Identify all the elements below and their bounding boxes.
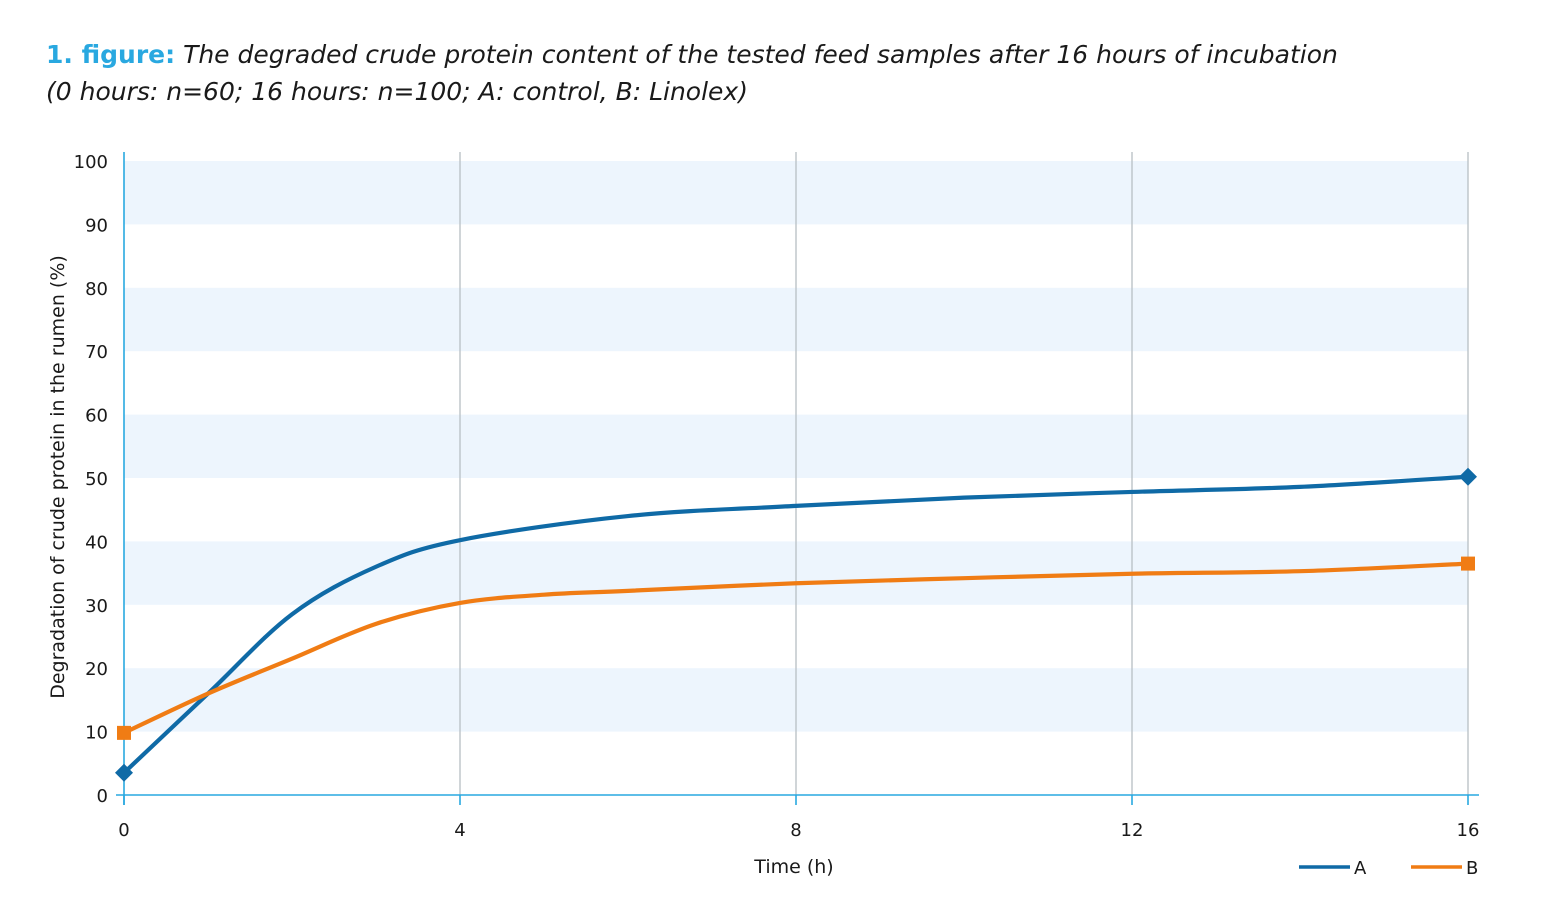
y-tick-label-70: 70 — [85, 342, 108, 363]
y-tick-label-80: 80 — [85, 279, 108, 300]
series-line-b — [121, 561, 1471, 735]
figure-title: The degraded crude protein content of th… — [183, 40, 1338, 69]
y-tick-labels: 0 10 20 30 40 50 60 70 80 90 100 — [74, 152, 108, 807]
axes — [116, 152, 1479, 805]
legend-label-b: B — [1466, 858, 1478, 879]
series-markers — [115, 467, 1477, 782]
x-tick-label-0: 0 — [118, 820, 129, 841]
figure-caption: 1. figure: The degraded crude protein co… — [46, 36, 1506, 110]
y-tick-label-40: 40 — [85, 532, 108, 553]
x-tick-label-12: 12 — [1121, 820, 1144, 841]
y-axis-title: Degradation of crude protein in the rume… — [47, 255, 69, 699]
marker-b-x0 — [117, 725, 131, 740]
y-tick-label-100: 100 — [74, 152, 108, 173]
figure-title-line: 1. figure: The degraded crude protein co… — [46, 36, 1506, 73]
x-tick-labels: 0 4 8 12 16 — [118, 820, 1479, 841]
y-tick-label-20: 20 — [85, 659, 108, 680]
y-tick-label-0: 0 — [97, 786, 108, 807]
marker-a-x16 — [1459, 467, 1477, 486]
marker-b-x16 — [1461, 556, 1475, 571]
marker-a-x0 — [115, 763, 133, 782]
y-tick-label-90: 90 — [85, 215, 108, 236]
y-tick-label-60: 60 — [85, 406, 108, 427]
series-line-a — [121, 474, 1471, 775]
legend-label-a: A — [1354, 858, 1367, 879]
figure-label: 1. figure: — [46, 40, 176, 69]
x-tick-label-16: 16 — [1457, 820, 1480, 841]
y-tick-label-50: 50 — [85, 469, 108, 490]
x-tick-label-4: 4 — [454, 820, 465, 841]
series-lines — [121, 474, 1471, 775]
y-tick-label-30: 30 — [85, 596, 108, 617]
y-tick-label-10: 10 — [85, 723, 108, 744]
figure-subtitle: (0 hours: n=60; 16 hours: n=100; A: cont… — [46, 77, 748, 106]
x-axis-title: Time (h) — [753, 856, 833, 878]
x-tick-label-8: 8 — [790, 820, 801, 841]
